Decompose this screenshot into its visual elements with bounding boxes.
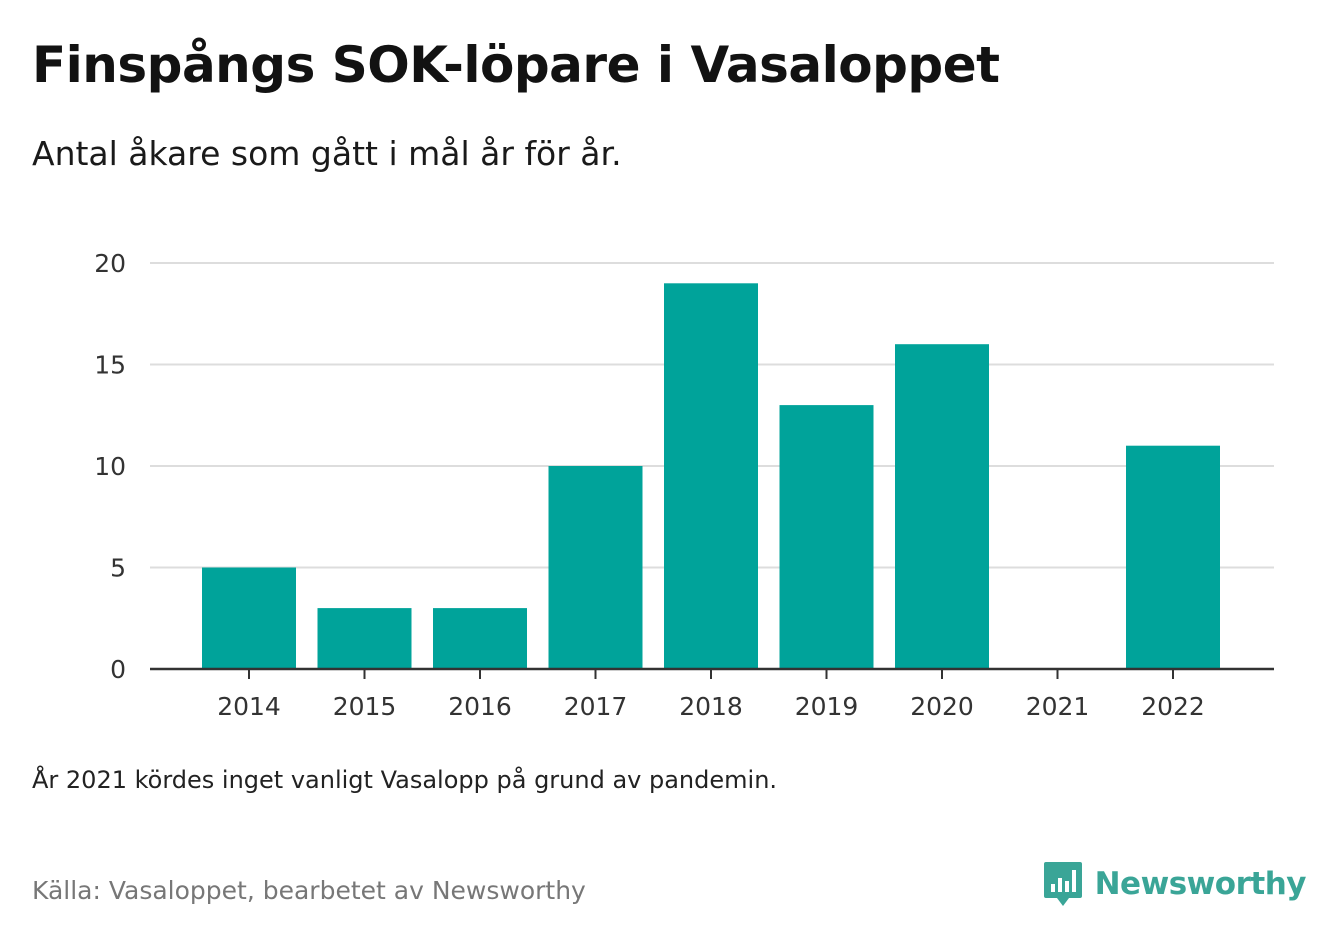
x-tick-label: 2014 [217, 692, 281, 721]
bar-2014 [202, 567, 296, 669]
bar-2019 [779, 405, 874, 669]
x-axis-ticks: 2014 2015 2016 2017 2018 2019 2020 2021 2022 [217, 669, 1205, 721]
brand-name: Newsworthy [1094, 866, 1307, 902]
y-tick-label: 10 [94, 452, 126, 481]
bar-2016 [433, 608, 527, 669]
bar-2020 [895, 344, 989, 669]
y-axis-ticks: 0 5 10 15 20 [94, 249, 126, 684]
bar-2015 [317, 608, 412, 669]
x-tick-label: 2016 [448, 692, 512, 721]
y-tick-label: 0 [110, 655, 126, 684]
x-tick-label: 2017 [564, 692, 628, 721]
x-tick-label: 2018 [679, 692, 743, 721]
bar-2022 [1126, 445, 1220, 669]
x-tick-label: 2021 [1026, 692, 1090, 721]
x-tick-label: 2015 [333, 692, 397, 721]
bar-2017 [548, 466, 643, 669]
bar-2018 [664, 283, 758, 669]
x-tick-label: 2022 [1141, 692, 1205, 721]
y-tick-label: 20 [94, 249, 126, 278]
source-credit: Källa: Vasaloppet, bearbetet av Newswort… [32, 876, 586, 905]
bars [202, 283, 1220, 669]
brand-logo: Newsworthy [1043, 860, 1307, 908]
bar-chart: 0 5 10 15 20 2014 2015 2016 2017 2018 2019 2020 202… [94, 249, 1274, 721]
chart-note: År 2021 kördes inget vanligt Vasalopp på… [32, 766, 778, 794]
y-tick-label: 15 [94, 351, 126, 380]
chart-title: Finspångs SOK-löpare i Vasaloppet [32, 36, 1000, 94]
x-tick-label: 2019 [795, 692, 859, 721]
y-tick-label: 5 [110, 554, 126, 583]
x-tick-label: 2020 [910, 692, 974, 721]
bar-chart-speech-bubble-icon [1043, 862, 1082, 906]
chart-subtitle: Antal åkare som gått i mål år för år. [32, 134, 622, 173]
